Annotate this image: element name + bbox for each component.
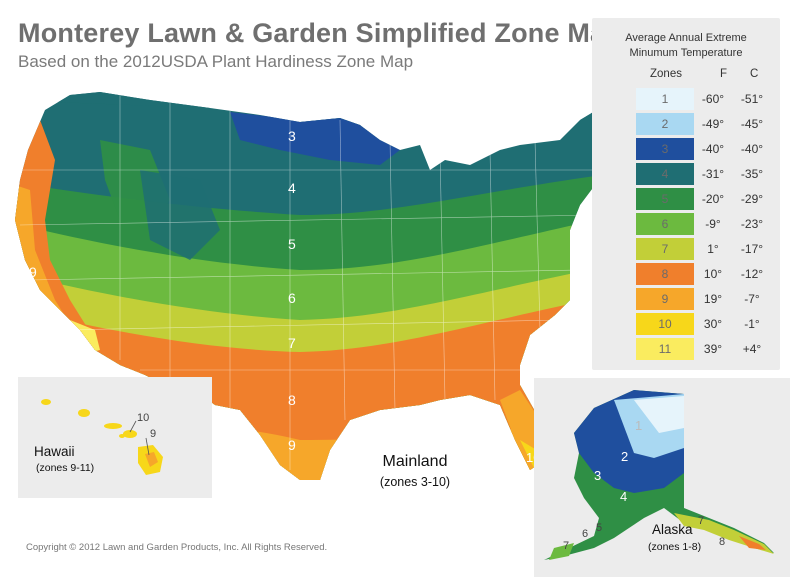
legend-row: 8 10° -12° [636,263,776,287]
alaska-zone-label: 5 [596,522,603,534]
alaska-zone-label: 8 [719,536,726,548]
hawaii-zone-label: 10 [137,412,150,424]
legend-col-zones: Zones [650,68,682,80]
legend-temp-c: -45° [740,117,764,131]
legend-title-line: Average Annual Extreme [625,32,747,44]
legend-temp-f: 19° [703,292,723,306]
legend-temp-f: 1° [707,242,719,256]
legend-row: 3 -40° -40° [636,138,776,162]
legend-temp-f: -49° [701,117,725,131]
alaska-zone-label: 7 [563,540,570,552]
legend-temp-f: -9° [705,217,721,231]
legend-swatch: 5 [636,188,694,210]
legend-temp-c: -17° [740,242,764,256]
legend-temp-c: -7° [744,292,760,306]
alaska-zone-label: 7 [698,515,705,527]
legend-col-c: C [750,68,759,80]
legend-temp-c: -29° [740,192,764,206]
legend-temp-c: -23° [740,217,764,231]
legend-row: 9 19° -7° [636,288,776,312]
mainland-label: Mainland [382,453,448,470]
legend-swatch: 2 [636,113,694,135]
legend-temp-f: -20° [701,192,725,206]
mainland-zone-label: 4 [288,180,296,196]
legend-temp-c: -35° [740,167,764,181]
legend-temp-f: -31° [701,167,725,181]
legend-swatch: 8 [636,263,694,285]
alaska-sublabel: (zones 1-8) [648,541,702,553]
legend-swatch: 7 [636,238,694,260]
alaska-zone-label: 3 [594,468,602,483]
legend-temp-c: -1° [744,317,760,331]
hawaii-zone-label: 9 [150,428,157,440]
hawaii-map [41,399,163,475]
legend-title: Average Annual Extreme Minumum Temperatu… [592,31,780,61]
legend-swatch: 10 [636,313,694,335]
hawaii-inset [18,377,212,498]
alaska-zone-label: 1 [635,418,643,433]
legend-swatch: 4 [636,163,694,185]
legend-row: 7 1° -17° [636,238,776,262]
mainland-zone-label: 7 [288,335,296,351]
legend-swatch: 3 [636,138,694,160]
alaska-zone-label: 4 [620,489,628,504]
legend-swatch: 6 [636,213,694,235]
zone-legend: Average Annual Extreme Minumum Temperatu… [592,18,780,370]
alaska-inset [534,378,790,577]
mainland-zone-label: 6 [288,290,296,306]
legend-row: 5 -20° -29° [636,188,776,212]
hawaii-sublabel: (zones 9-11) [36,462,95,474]
legend-row: 6 -9° -23° [636,213,776,237]
legend-row: 4 -31° -35° [636,163,776,187]
alaska-map [544,390,774,560]
mainland-sublabel: (zones 3-10) [379,475,451,489]
alaska-zone-label: 2 [621,449,629,464]
mainland-zone-label: 8 [288,392,296,408]
mainland-zone-label: 3 [288,128,296,144]
legend-temp-f: -40° [701,142,725,156]
map-subtitle: Based on the 2012USDA Plant Hardiness Zo… [18,52,414,71]
legend-row: 2 -49° -45° [636,113,776,137]
legend-swatch: 9 [636,288,694,310]
legend-temp-c: +4° [742,342,762,356]
legend-temp-f: -60° [701,92,725,106]
hawaii-label: Hawaii [34,444,75,459]
mainland-zone-label: 9 [288,437,296,453]
legend-temp-f: 39° [703,342,723,356]
legend-temp-c: -40° [740,142,764,156]
legend-temp-c: -12° [740,267,764,281]
alaska-label: Alaska [652,522,693,537]
copyright-text: Copyright © 2012 Lawn and Garden Product… [26,542,328,553]
legend-temp-f: 30° [703,317,723,331]
legend-col-f: F [720,68,728,80]
legend-swatch: 1 [636,88,694,110]
legend-swatch: 11 [636,338,694,360]
legend-row: 10 30° -1° [636,313,776,337]
mainland-zone-label: 5 [288,236,296,252]
legend-temp-f: 10° [703,267,723,281]
legend-row: 11 39° +4° [636,338,776,362]
legend-title-line: Minumum Temperature [629,47,743,59]
mainland-zone-label: 9 [29,264,37,280]
legend-row: 1 -60° -51° [636,88,776,112]
map-title: Monterey Lawn & Garden Simplified Zone M… [18,18,622,48]
alaska-zone-label: 6 [582,528,589,540]
legend-temp-c: -51° [740,92,764,106]
